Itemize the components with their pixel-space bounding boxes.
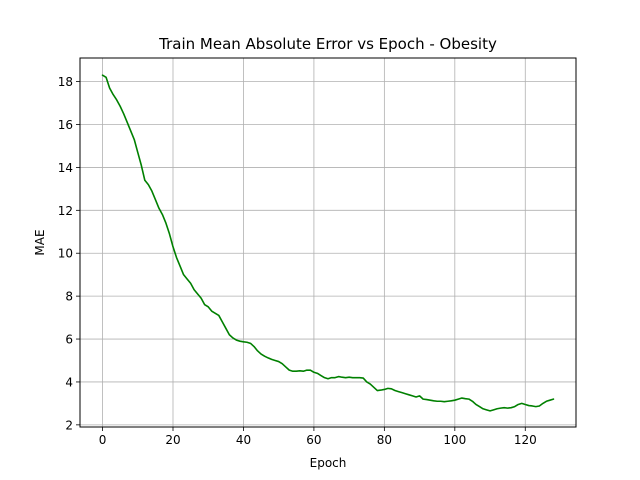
grid [80,58,576,427]
x-axis-ticks: 0 20 40 60 80 100 120 [99,427,537,447]
y-axis-label: MAE [33,229,47,255]
y-tick-label: 6 [65,333,73,347]
x-tick-label: 0 [99,433,107,447]
y-tick-label: 12 [58,204,73,218]
y-tick-label: 2 [65,418,73,432]
y-axis-ticks: 2 4 6 8 10 12 14 16 18 [58,75,80,432]
x-tick-label: 40 [236,433,251,447]
x-tick-label: 100 [443,433,466,447]
y-tick-label: 18 [58,75,73,89]
chart-title: Train Mean Absolute Error vs Epoch - Obe… [158,35,497,53]
series-line [103,75,554,411]
x-tick-label: 80 [377,433,392,447]
x-tick-label: 60 [306,433,321,447]
x-tick-label: 20 [165,433,180,447]
series-layer [103,75,554,411]
y-tick-label: 4 [65,375,73,389]
y-tick-label: 14 [58,161,73,175]
plot-frame [80,58,576,427]
y-tick-label: 16 [58,118,73,132]
x-tick-label: 120 [514,433,537,447]
x-axis-label: Epoch [310,456,347,470]
y-tick-label: 10 [58,247,73,261]
y-tick-label: 8 [65,290,73,304]
